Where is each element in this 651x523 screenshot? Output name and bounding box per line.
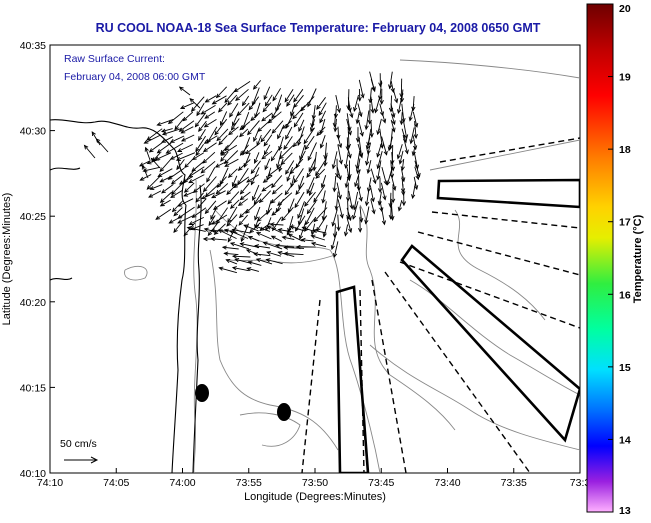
scale-label: 50 cm/s: [60, 438, 97, 450]
colorbar: [587, 4, 613, 512]
x-tick-label: 73:35: [501, 477, 527, 489]
y-tick-label: 40:10: [20, 468, 46, 480]
x-tick-label: 73:40: [434, 477, 460, 489]
y-tick-label: 40:20: [20, 297, 46, 309]
colorbar-label: Temperature (°C): [632, 214, 644, 303]
x-axis-label: Longitude (Degrees:Minutes): [244, 491, 386, 503]
x-tick-label: 74:05: [103, 477, 129, 489]
y-tick-label: 40:25: [20, 211, 46, 223]
current-label: Raw Surface Current:: [64, 53, 165, 65]
x-tick-label: 73:45: [368, 477, 394, 489]
colorbar-tick-label: 15: [619, 362, 631, 374]
x-tick-label: 73:50: [302, 477, 328, 489]
colorbar-tick-label: 16: [619, 289, 631, 301]
colorbar-tick-label: 17: [619, 217, 631, 229]
y-tick-label: 40:35: [20, 40, 46, 52]
buoy-marker: [277, 403, 291, 421]
buoy-marker: [195, 384, 209, 402]
y-tick-label: 40:30: [20, 126, 46, 138]
colorbar-tick-label: 19: [619, 72, 631, 84]
y-tick-label: 40:15: [20, 382, 46, 394]
colorbar-tick-label: 14: [619, 434, 631, 446]
colorbar-tick-label: 20: [619, 3, 631, 15]
figure-title: RU COOL NOAA-18 Sea Surface Temperature:…: [96, 21, 541, 35]
current-timestamp: February 04, 2008 06:00 GMT: [64, 71, 206, 83]
colorbar-tick-label: 13: [619, 505, 631, 517]
x-tick-label: 74:00: [169, 477, 195, 489]
y-axis-label: Latitude (Degrees:Minutes): [1, 193, 13, 326]
colorbar-tick-label: 18: [619, 144, 631, 156]
x-tick-label: 73:55: [236, 477, 262, 489]
